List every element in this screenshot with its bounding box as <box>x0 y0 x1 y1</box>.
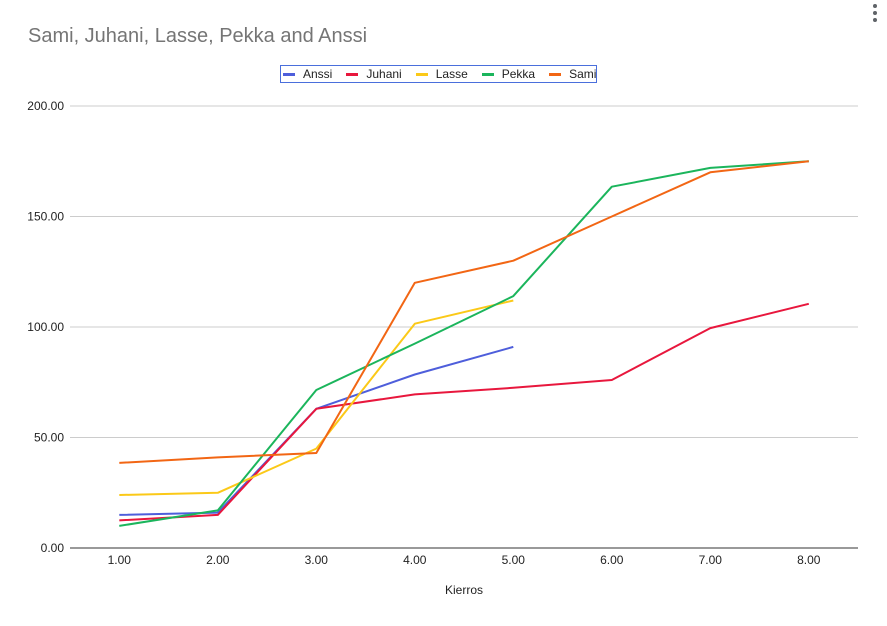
y-tick-label: 100.00 <box>27 320 64 334</box>
x-tick-label: 4.00 <box>403 553 427 567</box>
legend-item-sami[interactable]: Sami <box>549 67 596 81</box>
chart-title: Sami, Juhani, Lasse, Pekka and Anssi <box>28 25 368 47</box>
series-line-anssi[interactable] <box>119 345 514 516</box>
legend-swatch <box>346 72 359 76</box>
y-axis-ticks: 0.00 50.00 100.00 150.00 200.00 <box>27 99 64 555</box>
more-options-icon[interactable] <box>868 2 882 24</box>
x-tick-label: 8.00 <box>797 553 821 567</box>
legend-label: Lasse <box>435 67 468 81</box>
series-line-juhani[interactable] <box>119 302 810 522</box>
legend-label: Sami <box>569 67 597 81</box>
y-tick-label: 200.00 <box>27 99 64 113</box>
legend-item-lasse[interactable]: Lasse <box>415 67 468 81</box>
x-tick-label: 3.00 <box>305 553 329 567</box>
legend-item-juhani[interactable]: Juhani <box>346 67 402 81</box>
series-line-pekka[interactable] <box>119 160 809 527</box>
y-tick-label: 150.00 <box>27 210 64 224</box>
legend-swatch <box>415 72 428 76</box>
legend-swatch <box>549 72 562 76</box>
x-tick-label: 6.00 <box>600 553 624 567</box>
x-tick-label: 1.00 <box>108 553 132 567</box>
x-tick-label: 2.00 <box>206 553 230 567</box>
legend-swatch <box>283 72 295 76</box>
x-tick-label: 7.00 <box>699 553 723 567</box>
legend-item-pekka[interactable]: Pekka <box>481 67 536 81</box>
x-axis-label: Kierros <box>445 583 483 597</box>
series-lines <box>119 160 810 527</box>
legend-label: Anssi <box>303 67 333 81</box>
series-line-lasse[interactable] <box>119 299 514 496</box>
series-line-sami[interactable] <box>119 160 809 464</box>
x-tick-label: 5.00 <box>502 553 526 567</box>
legend-label: Juhani <box>366 67 402 81</box>
legend: Anssi Juhani Lasse Pekka Sami <box>280 65 598 83</box>
gridlines <box>70 105 858 549</box>
legend-label: Pekka <box>501 67 536 81</box>
y-tick-label: 0.00 <box>41 541 65 555</box>
x-axis-ticks: 1.00 2.00 3.00 4.00 5.00 6.00 7.00 8.00 <box>108 553 821 567</box>
legend-swatch <box>481 72 494 76</box>
y-tick-label: 50.00 <box>34 431 64 445</box>
legend-item-anssi[interactable]: Anssi <box>283 67 332 81</box>
